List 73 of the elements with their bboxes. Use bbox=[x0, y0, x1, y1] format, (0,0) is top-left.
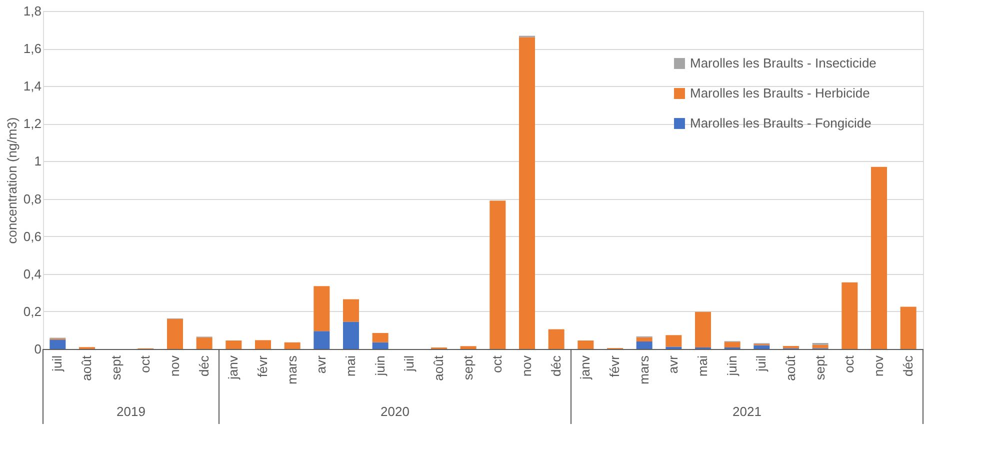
y-tick-label: 1 bbox=[34, 154, 42, 169]
y-tick-label: 1,6 bbox=[23, 41, 42, 56]
x-tick-label: juin bbox=[372, 356, 388, 377]
bar bbox=[666, 335, 682, 347]
y-tick-label: 0,2 bbox=[23, 304, 42, 319]
x-tick-label: mars bbox=[284, 355, 300, 384]
x-tick-label: nov bbox=[519, 355, 534, 376]
bar bbox=[196, 337, 212, 349]
bar bbox=[226, 340, 242, 349]
bar bbox=[167, 318, 183, 349]
y-tick-label: 0,6 bbox=[23, 228, 42, 244]
x-tick-label: sept bbox=[460, 355, 476, 380]
x-tick-label: sept bbox=[812, 355, 828, 380]
x-tick-label: oct bbox=[842, 355, 857, 373]
bar bbox=[343, 322, 359, 349]
bar bbox=[548, 329, 564, 349]
bar bbox=[724, 342, 740, 348]
x-tick-label: mars bbox=[636, 355, 652, 384]
bar bbox=[871, 166, 887, 349]
bar bbox=[372, 333, 388, 342]
x-tick-label: nov bbox=[167, 355, 182, 376]
text: 2020 bbox=[380, 404, 410, 419]
y-tick-label: 1,8 bbox=[23, 4, 42, 18]
x-tick-label: juin bbox=[724, 356, 740, 377]
bar bbox=[372, 342, 388, 349]
bar bbox=[695, 312, 711, 348]
x-tick-label: janv bbox=[226, 355, 241, 380]
bar bbox=[343, 299, 359, 322]
text: 2019 bbox=[116, 404, 146, 419]
y-tick-label: 0,8 bbox=[23, 191, 42, 206]
y-tick-label: 0,4 bbox=[23, 266, 42, 282]
x-tick-label: oct bbox=[490, 355, 505, 373]
x-tick-label: juil bbox=[754, 355, 769, 372]
x-tick-label: févr bbox=[607, 354, 622, 378]
x-tick-label: avr bbox=[314, 354, 329, 374]
bar bbox=[900, 306, 916, 349]
bar bbox=[255, 340, 271, 349]
x-tick-label: févr bbox=[255, 354, 270, 378]
x-tick-label: déc bbox=[196, 355, 212, 376]
x-tick-label: déc bbox=[548, 355, 564, 376]
bar bbox=[519, 37, 535, 349]
bar bbox=[754, 345, 770, 349]
legend-label: Marolles les Braults - Insecticide bbox=[690, 56, 876, 70]
x-tick-label: déc bbox=[900, 355, 916, 376]
y-tick-label: 1,4 bbox=[23, 78, 42, 94]
bar bbox=[314, 331, 330, 349]
bar bbox=[578, 340, 594, 349]
x-tick-label: oct bbox=[138, 355, 153, 373]
text: 2021 bbox=[732, 404, 762, 419]
x-tick-label: sept bbox=[108, 355, 124, 380]
x-tick-label: nov bbox=[871, 355, 886, 376]
x-tick-label: juil bbox=[402, 355, 417, 372]
bar bbox=[842, 282, 858, 349]
bar bbox=[460, 346, 476, 349]
legend-label: Marolles les Braults - Fongicide bbox=[690, 116, 872, 130]
x-tick-label: avr bbox=[666, 354, 681, 374]
y-tick-label: 1,2 bbox=[23, 116, 42, 132]
bar bbox=[636, 341, 652, 349]
x-tick-label: août bbox=[783, 355, 798, 381]
x-tick-label: mai bbox=[343, 355, 358, 376]
bar bbox=[636, 337, 652, 342]
y-axis-title: concentration (ng/m3) bbox=[4, 117, 20, 244]
x-tick-label: août bbox=[79, 355, 94, 381]
x-tick-label: janv bbox=[578, 355, 593, 380]
x-tick-label: mai bbox=[695, 355, 710, 376]
x-tick-label: août bbox=[431, 355, 446, 381]
y-tick-label: 0 bbox=[34, 342, 42, 356]
legend-label: Marolles les Braults - Herbicide bbox=[690, 86, 870, 100]
x-tick-label: juil bbox=[50, 355, 65, 372]
bar bbox=[284, 342, 300, 349]
bar bbox=[490, 200, 506, 349]
bar bbox=[50, 340, 66, 349]
bar bbox=[314, 286, 330, 332]
